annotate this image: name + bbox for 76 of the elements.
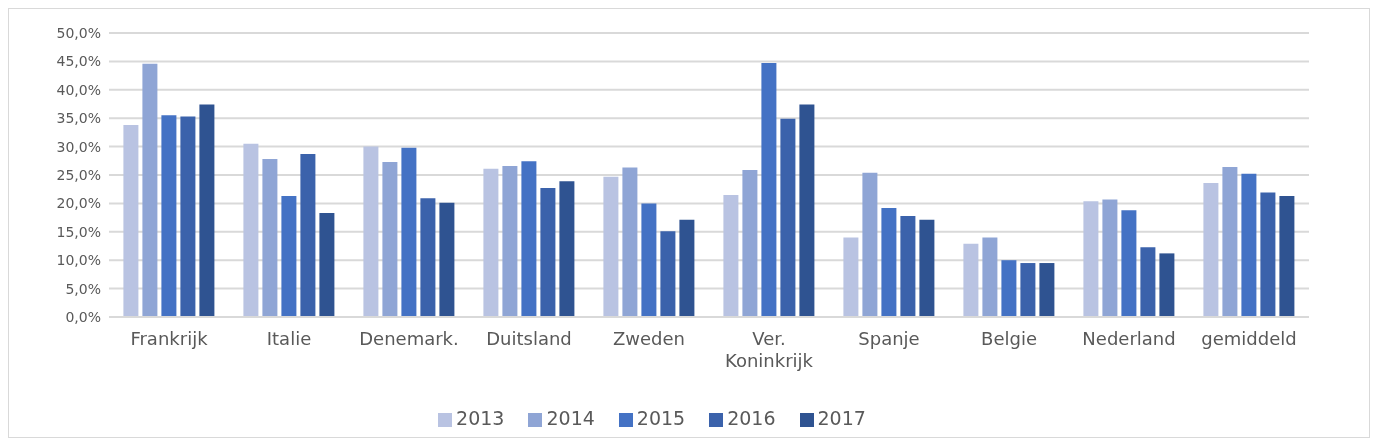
bar [900,215,916,317]
y-tick-label: 10,0% [56,252,101,269]
bar [401,147,417,317]
bar [919,219,935,317]
y-tick-label: 15,0% [56,223,101,240]
x-tick-label: Spanje [858,328,920,349]
y-tick-label: 45,0% [56,53,101,70]
y-tick-label: 50,0% [56,24,101,41]
bar [521,161,537,317]
bar [963,243,979,317]
legend-label: 2015 [636,407,686,429]
bar [799,104,815,317]
bar [1279,196,1295,317]
bar [382,161,398,317]
bar [281,196,297,317]
x-tick-label: Nederland [1082,328,1176,349]
bar [483,168,499,317]
bar [123,125,139,317]
bar [843,237,859,317]
x-tick-label: Duitsland [486,328,572,349]
bar [1241,173,1257,317]
y-tick-label: 35,0% [56,110,101,127]
x-tick-label: Zweden [612,328,686,349]
bar [1083,201,1099,317]
bar [300,153,316,317]
bar [420,198,436,317]
bar [641,203,657,317]
bar [622,167,638,317]
bar [540,188,556,317]
bar [199,104,215,317]
bar [660,231,676,317]
bar [161,115,177,317]
y-tick-label: 30,0% [56,138,101,155]
bar [180,116,196,317]
bar [142,63,158,317]
bar [679,219,695,317]
bar [1203,182,1219,317]
bar [363,146,379,317]
bar [502,165,518,317]
bar [1001,260,1017,317]
x-tick-label: Frankrijk [130,328,209,349]
bar [1260,192,1276,317]
legend-label: 2016 [727,407,776,429]
bar [559,181,575,317]
x-tick-label: Italie [266,328,312,349]
bar [780,118,796,317]
x-tick-label: Belgie [981,328,1037,349]
legend-label: 2014 [546,407,595,429]
bar [262,159,278,317]
x-tick-label: Denemark. [359,328,459,349]
bar [761,63,777,317]
bar [723,194,739,317]
x-tick-label: Ver. Koninkrijk [725,328,814,371]
bar [1121,210,1137,317]
bar [603,176,619,317]
bar [1020,263,1036,317]
y-tick-label: 5,0% [65,280,101,297]
bar [881,207,897,317]
bar [1102,199,1118,317]
bar [1159,253,1175,317]
bar [439,202,455,317]
bar [1039,263,1055,317]
y-tick-label: 40,0% [56,81,101,98]
bar [742,169,758,317]
bar [243,143,259,317]
bar [1140,247,1156,317]
legend-label: 2017 [817,407,866,429]
bar [319,213,335,317]
y-tick-label: 20,0% [56,195,101,212]
y-tick-label: 0,0% [65,308,101,325]
y-tick-label: 25,0% [56,166,101,183]
bar [1222,167,1238,317]
bar [862,172,878,317]
legend-label: 2013 [456,407,505,429]
bar [982,237,998,317]
x-tick-label: gemiddeld [1201,328,1297,349]
